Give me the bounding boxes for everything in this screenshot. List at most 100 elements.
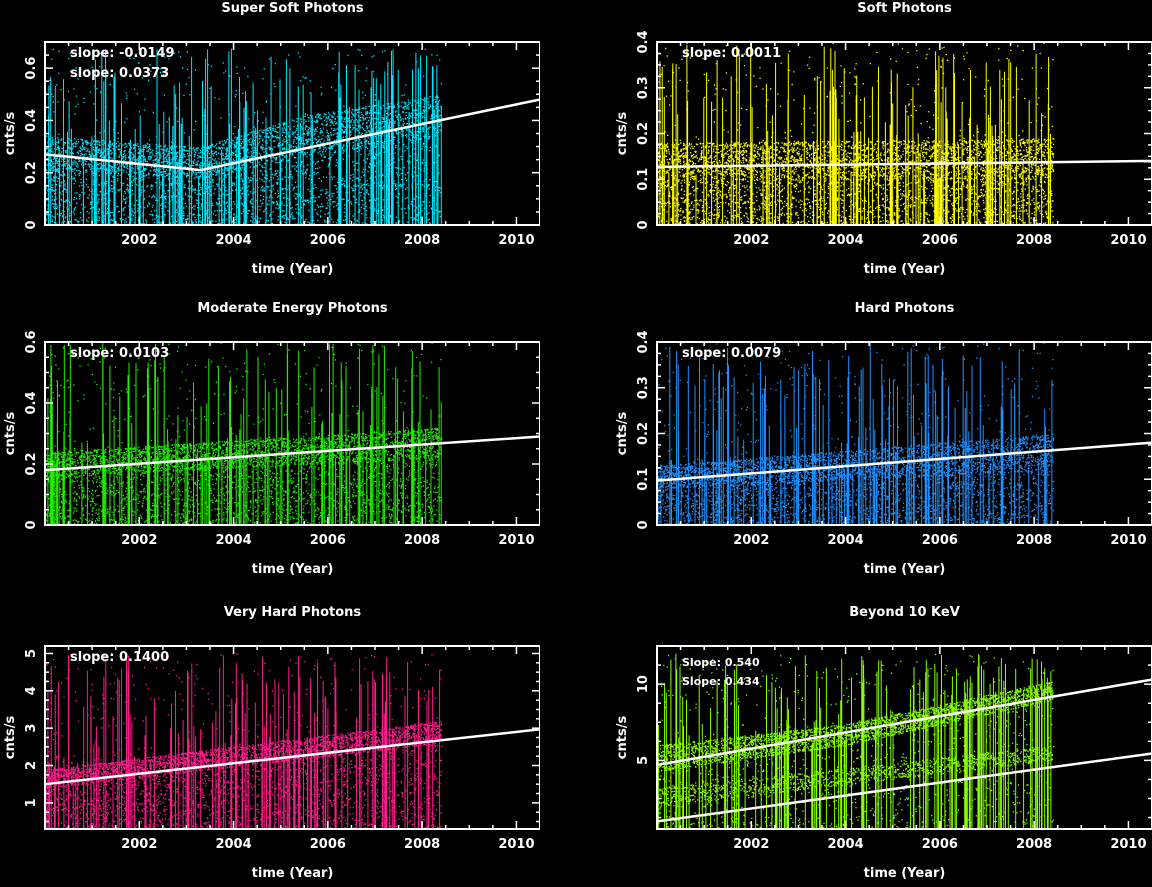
y-tick-label: 5 xyxy=(636,756,651,765)
axis-ticks xyxy=(44,341,541,526)
y-axis-label: cnts/s xyxy=(3,716,18,760)
y-tick-label: 0.3 xyxy=(636,376,651,399)
chart-panel-3: Moderate Energy Photons 2002 2004 2006 2008 2… xyxy=(0,300,541,583)
y-tick-label: 0 xyxy=(636,220,651,229)
x-tick-label: 2004 xyxy=(215,837,251,852)
x-tick-label: 2010 xyxy=(1110,233,1146,248)
chart-svg: Super Soft Photons 2002 2004 2006 2008 2010 0 0… xyxy=(3,1,541,277)
plot-frame xyxy=(656,645,1152,830)
scatter-points xyxy=(657,342,1055,525)
y-tick-label: 0.4 xyxy=(636,30,651,53)
x-tick-label: 2004 xyxy=(215,533,251,548)
y-tick-label: 0.1 xyxy=(636,468,651,491)
x-tick-label: 2002 xyxy=(733,533,769,548)
chart-panel-6: Beyond 10 KeV 2002 2004 2006 2008 2010 5 10 time… xyxy=(612,604,1152,887)
x-tick-label: 2004 xyxy=(215,233,251,248)
scatter-points xyxy=(45,48,443,225)
x-axis-label: time (Year) xyxy=(252,866,334,881)
y-tick-label: 0.2 xyxy=(24,161,39,184)
x-axis-label: time (Year) xyxy=(864,866,946,881)
x-tick-label: 2008 xyxy=(404,233,440,248)
y-tick-label: 0.1 xyxy=(636,168,651,191)
fit-line xyxy=(656,441,1152,482)
x-tick-label: 2006 xyxy=(310,837,346,852)
x-tick-label: 2008 xyxy=(404,533,440,548)
x-axis-label: time (Year) xyxy=(864,262,946,277)
axis-ticks xyxy=(656,341,1152,526)
y-tick-label: 0 xyxy=(636,520,651,529)
chart-svg: Hard Photons 2002 2004 2006 2008 2010 0 0.1 0.2 0… xyxy=(615,301,1152,577)
x-tick-label: 2002 xyxy=(121,837,157,852)
x-axis-label: time (Year) xyxy=(252,562,334,577)
axis-ticks xyxy=(656,41,1152,226)
x-tick-label: 2010 xyxy=(498,533,534,548)
y-tick-label: 5 xyxy=(24,649,39,658)
x-axis-label: time (Year) xyxy=(252,262,334,277)
y-tick-label: 0.4 xyxy=(24,391,39,414)
chart-title: Super Soft Photons xyxy=(221,1,363,16)
slope-label: slope: 0.0103 xyxy=(70,346,169,361)
chart-title: Beyond 10 KeV xyxy=(849,605,960,620)
x-axis-label: time (Year) xyxy=(864,562,946,577)
scatter-points xyxy=(45,342,443,525)
slope-label: slope: 0.0373 xyxy=(70,66,169,81)
chart-svg: Soft Photons 2002 2004 2006 2008 2010 0 0.1 0.2 0… xyxy=(615,1,1152,277)
x-tick-label: 2006 xyxy=(310,233,346,248)
y-tick-label: 0.2 xyxy=(636,122,651,145)
fit-line xyxy=(656,678,1152,767)
scatter-points xyxy=(657,653,1055,829)
chart-panel-1: Super Soft Photons 2002 2004 2006 2008 2010 0 0… xyxy=(0,0,541,283)
x-tick-label: 2010 xyxy=(498,837,534,852)
x-tick-label: 2004 xyxy=(827,837,863,852)
slope-label: slope: 0.1400 xyxy=(70,650,169,665)
y-axis-label: cnts/s xyxy=(615,112,630,156)
y-axis-label: cnts/s xyxy=(615,716,630,760)
y-tick-label: 10 xyxy=(636,675,651,693)
y-axis-label: cnts/s xyxy=(3,412,18,456)
y-tick-label: 0.6 xyxy=(24,57,39,80)
x-tick-label: 2002 xyxy=(733,233,769,248)
chart-title: Moderate Energy Photons xyxy=(197,301,388,316)
x-tick-label: 2006 xyxy=(922,233,958,248)
x-tick-label: 2006 xyxy=(922,533,958,548)
y-tick-label: 0.2 xyxy=(24,452,39,475)
x-tick-label: 2010 xyxy=(1110,837,1146,852)
x-tick-label: 2002 xyxy=(733,837,769,852)
scatter-points xyxy=(45,653,443,829)
y-tick-label: 3 xyxy=(24,724,39,733)
chart-svg: Very Hard Photons 2002 2004 2006 2008 2010 1 2 3… xyxy=(3,605,541,881)
slope-label: slope: -0.0149 xyxy=(70,46,175,61)
x-tick-label: 2004 xyxy=(827,533,863,548)
fit-line xyxy=(656,752,1152,823)
slope-label: Slope: 0.540 xyxy=(682,656,760,669)
chart-title: Soft Photons xyxy=(857,1,952,16)
x-tick-label: 2004 xyxy=(827,233,863,248)
fit-line xyxy=(200,98,541,172)
y-tick-label: 0.4 xyxy=(636,330,651,353)
x-tick-label: 2008 xyxy=(1016,533,1052,548)
x-tick-label: 2008 xyxy=(1016,233,1052,248)
y-tick-label: 4 xyxy=(24,686,39,695)
axis-ticks xyxy=(44,646,541,829)
slope-label: slope: 0.0079 xyxy=(682,346,781,361)
axis-ticks xyxy=(44,41,541,226)
x-tick-label: 2002 xyxy=(121,533,157,548)
y-tick-label: 0.4 xyxy=(24,109,39,132)
chart-panel-2: Soft Photons 2002 2004 2006 2008 2010 0 0.1 0.2 0… xyxy=(612,0,1152,283)
x-tick-label: 2010 xyxy=(498,233,534,248)
y-axis-label: cnts/s xyxy=(615,412,630,456)
chart-panel-5: Very Hard Photons 2002 2004 2006 2008 2010 1 2 3… xyxy=(0,604,541,887)
y-axis-label: cnts/s xyxy=(3,112,18,156)
x-tick-label: 2008 xyxy=(404,837,440,852)
y-tick-label: 2 xyxy=(24,761,39,770)
x-tick-label: 2006 xyxy=(922,837,958,852)
y-tick-label: 0 xyxy=(24,220,39,229)
y-tick-label: 0.2 xyxy=(636,422,651,445)
slope-label: Slope: 0.434 xyxy=(682,675,760,688)
y-tick-label: 0 xyxy=(24,520,39,529)
x-tick-label: 2006 xyxy=(310,533,346,548)
slope-label: slope: 0.0011 xyxy=(682,46,781,61)
y-tick-label: 0.3 xyxy=(636,76,651,99)
plot-frame xyxy=(44,341,541,526)
chart-title: Hard Photons xyxy=(855,301,955,316)
